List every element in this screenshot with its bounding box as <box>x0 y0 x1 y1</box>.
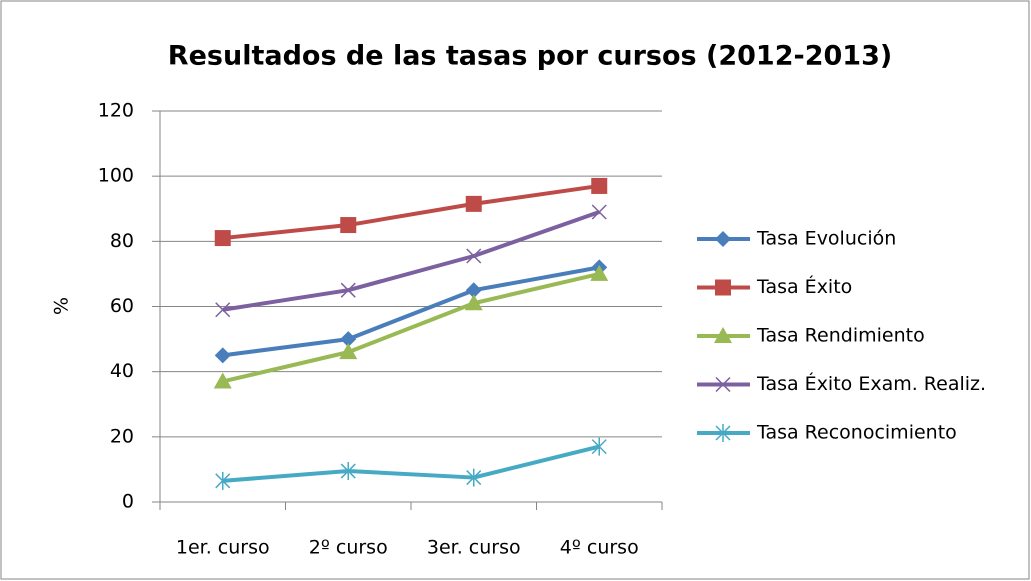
marker <box>215 471 231 490</box>
legend-label: Tasa Éxito <box>756 275 852 298</box>
legend-label: Tasa Reconocimiento <box>756 422 957 444</box>
marker <box>591 204 607 220</box>
marker <box>715 231 731 247</box>
marker <box>715 279 731 296</box>
marker <box>464 294 483 311</box>
marker <box>340 282 356 298</box>
y-tick-label: 100 <box>98 165 134 187</box>
marker <box>213 372 232 389</box>
marker <box>590 264 609 281</box>
x-tick-label: 2º curso <box>309 537 388 559</box>
marker <box>214 347 231 364</box>
marker <box>714 327 732 343</box>
chart-title: Resultados de las tasas por cursos (2012… <box>168 41 892 72</box>
marker <box>591 437 607 456</box>
series-line <box>222 265 600 358</box>
marker <box>339 343 358 360</box>
x-tick-label: 4º curso <box>560 537 639 559</box>
marker <box>466 468 482 487</box>
marker <box>591 177 608 194</box>
marker <box>340 217 357 234</box>
series-line <box>222 210 600 312</box>
legend-label: Tasa Éxito Exam. Realiz. <box>756 372 986 395</box>
marker <box>715 376 731 393</box>
marker <box>340 462 356 481</box>
marker <box>340 331 357 348</box>
y-tick-label: 40 <box>110 360 134 382</box>
x-tick-label: 3er. curso <box>427 537 521 559</box>
marker <box>465 195 482 212</box>
legend-label: Tasa Rendimiento <box>756 325 925 347</box>
x-tick-label: 1er. curso <box>176 537 270 559</box>
y-tick-label: 60 <box>110 295 134 317</box>
series-line <box>222 444 600 483</box>
y-axis-label: % <box>51 297 73 315</box>
legend-label: Tasa Evolución <box>756 228 896 250</box>
marker <box>215 302 231 318</box>
y-tick-label: 0 <box>122 491 134 513</box>
marker <box>214 230 231 247</box>
marker <box>715 424 731 442</box>
y-tick-label: 120 <box>98 100 134 122</box>
marker <box>465 282 482 299</box>
series-line <box>222 183 600 241</box>
y-tick-label: 80 <box>110 230 134 252</box>
series-line <box>222 271 600 384</box>
marker <box>466 248 482 264</box>
y-tick-label: 20 <box>110 425 134 447</box>
